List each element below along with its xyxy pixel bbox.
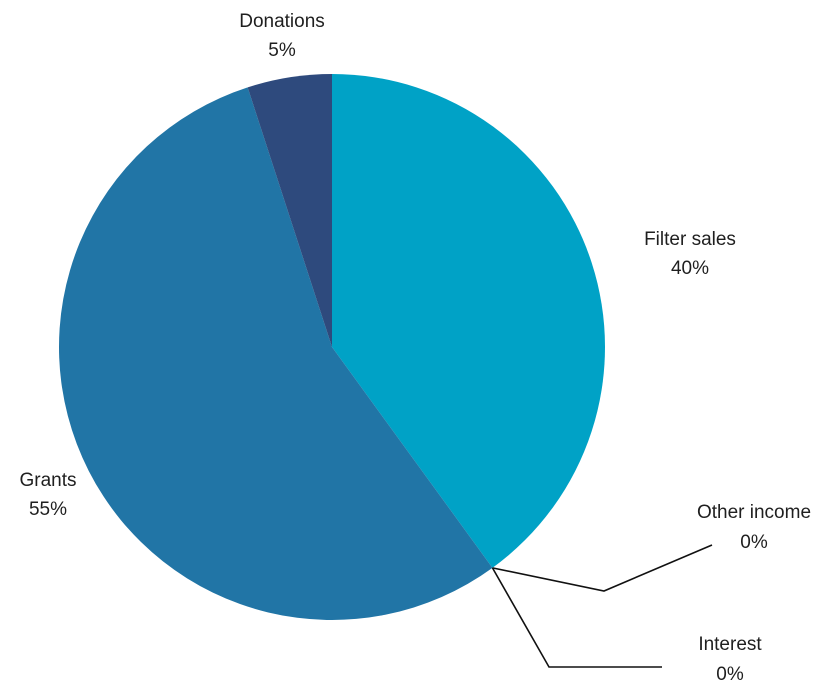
- label-pct-other-income: 0%: [740, 532, 768, 553]
- leader-line-interest: [491, 567, 662, 668]
- slice-donations: [247, 74, 332, 347]
- label-name-other-income: Other income: [697, 502, 811, 523]
- slice-filter-sales: [332, 74, 605, 568]
- pie-slices: [58, 74, 605, 621]
- leader-line-other-income: [492, 544, 713, 592]
- label-pct-grants: 55%: [29, 499, 67, 520]
- label-name-filter-sales: Filter sales: [644, 229, 736, 250]
- slice-grants: [58, 87, 493, 621]
- label-pct-interest: 0%: [716, 664, 744, 683]
- label-pct-filter-sales: 40%: [671, 258, 709, 279]
- leader-lines: [491, 544, 713, 668]
- label-name-interest: Interest: [698, 634, 762, 655]
- label-name-donations: Donations: [239, 11, 325, 32]
- label-name-grants: Grants: [19, 470, 76, 491]
- label-pct-donations: 5%: [268, 40, 296, 61]
